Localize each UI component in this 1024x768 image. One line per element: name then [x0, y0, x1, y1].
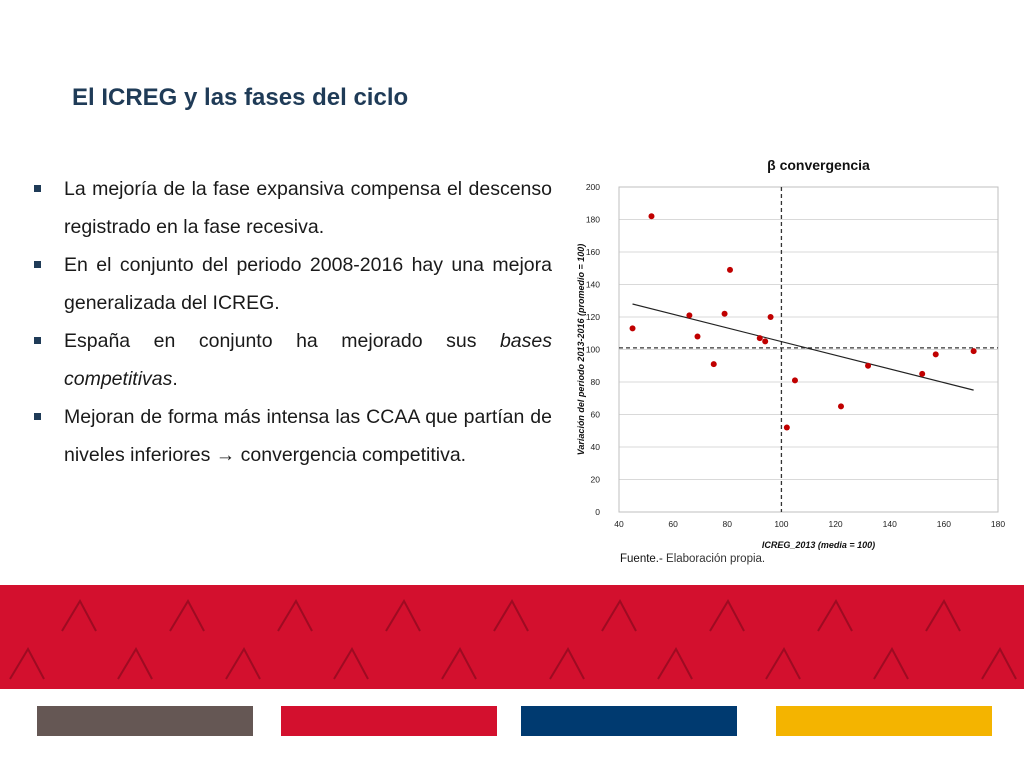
- square-bullet-icon: [34, 261, 41, 268]
- x-tick-label: 140: [883, 519, 897, 529]
- triangle-mark: [333, 646, 369, 680]
- y-tick-label: 20: [591, 475, 601, 485]
- source-label: Fuente.-: [620, 553, 663, 565]
- color-swatch: [521, 706, 737, 736]
- x-tick-label: 40: [614, 519, 624, 529]
- data-point: [791, 377, 798, 384]
- slide-title: El ICREG y las fases del ciclo: [72, 84, 409, 111]
- triangle-mark: [925, 598, 961, 632]
- x-tick-label: 160: [937, 519, 951, 529]
- bullet-text: Mejoran de forma más intensa las CCAA qu…: [64, 406, 552, 466]
- triangle-pattern: [9, 598, 1017, 680]
- data-point: [932, 351, 939, 358]
- color-swatch: [281, 706, 497, 736]
- data-point: [710, 361, 717, 368]
- data-point: [686, 312, 693, 319]
- source-note: Fuente.- Elaboración propia.: [620, 553, 765, 565]
- square-bullet-icon: [34, 337, 41, 344]
- bullet-item: Mejoran de forma más intensa las CCAA qu…: [32, 398, 552, 474]
- triangle-mark: [225, 646, 261, 680]
- y-tick-label: 180: [586, 215, 600, 225]
- y-axis-label: Variación del periodo 2013-2016 (promedi…: [576, 244, 586, 456]
- decorative-band: [0, 585, 1024, 689]
- triangle-mark: [117, 646, 153, 680]
- color-swatch: [776, 706, 992, 736]
- x-tick-label: 180: [991, 519, 1005, 529]
- plot-area: [618, 186, 999, 513]
- square-bullet-icon: [34, 413, 41, 420]
- triangle-mark: [493, 598, 529, 632]
- triangle-mark: [441, 646, 477, 680]
- triangle-mark: [765, 646, 801, 680]
- square-bullet-icon: [34, 185, 41, 192]
- color-swatch: [37, 706, 253, 736]
- bullet-item: España en conjunto ha mejorado sus bases…: [32, 322, 552, 398]
- triangle-mark: [385, 598, 421, 632]
- data-point: [762, 338, 769, 345]
- y-tick-label: 140: [586, 280, 600, 290]
- triangle-mark: [169, 598, 205, 632]
- data-point: [648, 213, 655, 220]
- source-text: Elaboración propia.: [662, 553, 766, 565]
- triangle-mark: [709, 598, 745, 632]
- triangle-mark: [981, 646, 1017, 680]
- data-point: [694, 333, 701, 340]
- triangle-mark: [873, 646, 909, 680]
- bullet-item: En el conjunto del periodo 2008-2016 hay…: [32, 246, 552, 322]
- data-point: [721, 310, 728, 317]
- data-point: [837, 403, 844, 410]
- x-tick-label: 100: [774, 519, 788, 529]
- triangle-mark: [9, 646, 45, 680]
- triangle-mark: [601, 598, 637, 632]
- y-tick-label: 120: [586, 312, 600, 322]
- chart-title: β convergencia: [767, 157, 870, 173]
- triangle-mark: [657, 646, 693, 680]
- bullet-list: La mejoría de la fase expansiva compensa…: [32, 170, 552, 474]
- bullet-text-italic: bases competitivas: [64, 330, 552, 390]
- y-tick-label: 60: [591, 410, 601, 420]
- y-tick-label: 160: [586, 247, 600, 257]
- data-point: [726, 266, 733, 273]
- data-point: [629, 325, 636, 332]
- data-point: [919, 370, 926, 377]
- y-tick-label: 80: [591, 377, 601, 387]
- data-point: [970, 348, 977, 355]
- bullet-item: La mejoría de la fase expansiva compensa…: [32, 170, 552, 246]
- triangle-mark: [277, 598, 313, 632]
- triangle-mark: [549, 646, 585, 680]
- y-tick-label: 40: [591, 442, 601, 452]
- bullet-text: En el conjunto del periodo 2008-2016 hay…: [64, 254, 552, 314]
- scatter-plot: β convergencia 0 20 40 60 80 100 120 140 160 180 20…: [576, 157, 1005, 550]
- y-tick-label: 0: [595, 507, 600, 517]
- data-point: [756, 335, 763, 342]
- x-tick-label: 80: [723, 519, 733, 529]
- x-tick-label: 60: [668, 519, 678, 529]
- triangle-mark: [61, 598, 97, 632]
- x-axis-label: ICREG_2013 (media = 100): [762, 540, 875, 550]
- bullet-text: La mejoría de la fase expansiva compensa…: [64, 178, 552, 238]
- data-point: [767, 314, 774, 320]
- bullet-text: .: [172, 368, 178, 390]
- y-tick-label: 100: [586, 345, 600, 355]
- bullet-text: España en conjunto ha mejorado sus: [64, 330, 500, 352]
- convergence-chart: β convergencia 0 20 40 60 80 100 120 140 160 180 20…: [560, 150, 1020, 580]
- x-tick-label: 120: [828, 519, 842, 529]
- data-point: [783, 424, 790, 431]
- triangle-mark: [817, 598, 853, 632]
- data-point: [865, 362, 872, 369]
- y-tick-label: 200: [586, 182, 600, 192]
